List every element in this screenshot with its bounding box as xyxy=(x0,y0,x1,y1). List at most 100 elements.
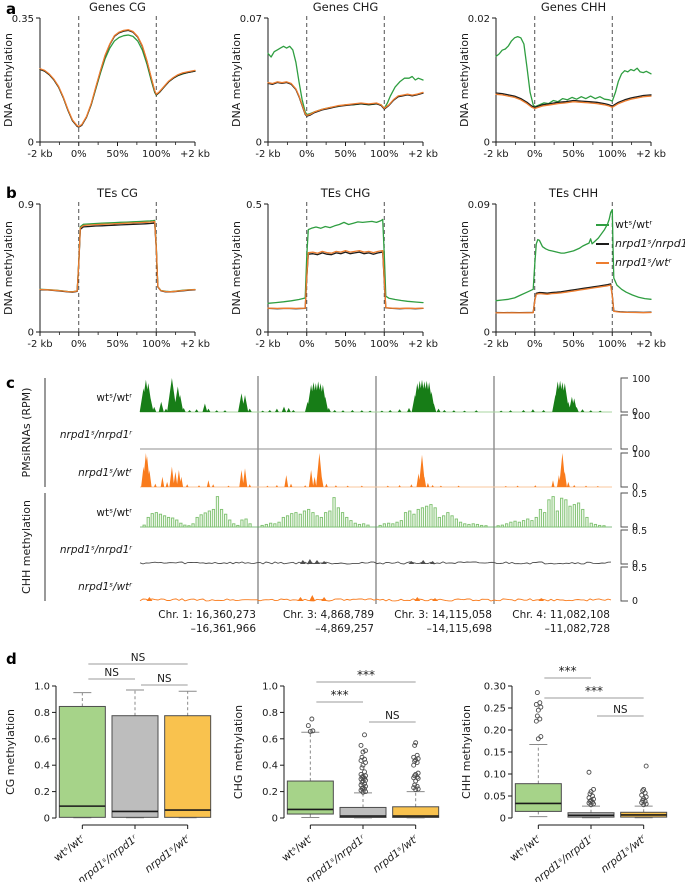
chh-bar xyxy=(534,516,538,528)
y-max-tick: 0.35 xyxy=(12,14,34,25)
chart-genes-cg: Genes CG DNA methylation 0.35 0 -2 kb 0% 50% 10… xyxy=(0,0,228,184)
series-black xyxy=(495,283,652,314)
y-axis-label: DNA methylation xyxy=(2,221,15,315)
outlier-point xyxy=(534,713,540,719)
chh-bar xyxy=(416,508,420,528)
chh-bar xyxy=(387,522,391,528)
boxplot-cg-methylation: 0 0.2 0.4 0.6 0.8 1.0 CG methylation wtˢ/wtʳ nrp… xyxy=(0,648,228,882)
scale-max-label: 100 xyxy=(632,411,650,422)
track-row-label: nrpd1ˢ/nrpd1ʳ xyxy=(60,429,133,441)
scale-bracket xyxy=(620,414,628,450)
y-tick-label: 1.0 xyxy=(262,682,278,693)
chh-bar xyxy=(521,520,526,528)
y-max-tick: 0.5 xyxy=(246,200,262,211)
legend-dash-orange xyxy=(596,261,609,264)
chh-bar xyxy=(576,502,581,528)
chh-bar xyxy=(345,516,349,528)
chh-bar xyxy=(228,519,232,528)
outlier-point xyxy=(643,801,649,807)
box-boxOrange xyxy=(164,715,212,818)
chh-bar xyxy=(319,516,323,528)
series-black xyxy=(495,92,652,108)
y-axis-label: DNA methylation xyxy=(230,33,243,127)
scale-bracket xyxy=(620,492,628,528)
outlier-point xyxy=(537,716,543,722)
chh-bar xyxy=(538,508,543,528)
y-min-tick: 0 xyxy=(28,328,34,339)
chh-bar xyxy=(420,507,425,528)
y-tick-label: 0.4 xyxy=(262,761,278,772)
y-tick-label: 0.20 xyxy=(484,726,506,737)
scale-max-label: 0.5 xyxy=(632,489,647,500)
chart-title: Genes CHG xyxy=(313,0,379,14)
noise-track xyxy=(139,598,612,602)
chh-bar xyxy=(311,512,315,528)
outlier-point xyxy=(538,704,544,710)
sirna-peaks xyxy=(504,453,599,487)
x-tick-label: 100% xyxy=(142,149,171,160)
chh-bar xyxy=(302,510,307,528)
x-group-label: nrpd1ˢ/nrpd1ʳ xyxy=(532,832,597,882)
y-tick-label: 0.6 xyxy=(262,734,278,745)
outlier-point xyxy=(307,729,313,734)
chh-bar xyxy=(154,512,158,528)
panel-a-row: Genes CG DNA methylation 0.35 0 -2 kb 0% 50% 10… xyxy=(0,0,684,184)
outlier-point xyxy=(412,742,418,748)
track-row-label: nrpd1ˢ/nrpd1ʳ xyxy=(60,544,133,556)
legend-item: nrpd1ˢ/wtʳ xyxy=(596,253,685,272)
chh-bar xyxy=(332,497,336,528)
chh-bar xyxy=(517,521,521,528)
outlier-point xyxy=(643,763,649,769)
sirna-peaks xyxy=(141,453,251,487)
series-black xyxy=(39,222,196,293)
sirna-peaks xyxy=(380,379,479,412)
chh-bar xyxy=(328,510,332,528)
x-group-label: wtˢ/wtʳ xyxy=(280,833,316,865)
chart-title: TEs CG xyxy=(96,186,138,200)
chh-bar xyxy=(307,508,311,528)
x-tick-label: 50% xyxy=(334,149,356,160)
outlier-point xyxy=(413,740,419,746)
chh-bar xyxy=(236,524,240,528)
y-axis-label: DNA methylation xyxy=(230,221,243,315)
chh-bar xyxy=(399,520,403,528)
linechart-a3: Genes CHH DNA methylation 0.02 0-2 kb 0% 50% 1… xyxy=(458,0,666,160)
outlier-point xyxy=(414,752,420,758)
y-min-tick: 0 xyxy=(484,138,490,149)
chh-bar xyxy=(199,514,203,528)
scale-bracket xyxy=(620,529,628,565)
chh-bar xyxy=(273,523,277,528)
x-tick-label: -2 kb xyxy=(255,149,280,160)
y-tick-label: 0.4 xyxy=(34,761,50,772)
chh-bar xyxy=(391,523,395,528)
chart-genes-chg: Genes CHG DNA methylation 0.07 0 -2 kb 0% 50% 1… xyxy=(228,0,456,184)
box-boxOrange xyxy=(392,806,440,818)
series-green xyxy=(267,218,424,304)
y-min-tick: 0 xyxy=(256,328,262,339)
outlier-point xyxy=(411,754,417,760)
chh-bar xyxy=(593,523,598,528)
chh-bar xyxy=(294,512,298,528)
y-tick-label: 0.8 xyxy=(262,708,278,719)
chh-bar xyxy=(366,524,370,528)
outlier-point xyxy=(305,723,311,729)
chh-bar xyxy=(203,512,207,528)
outlier-point xyxy=(360,749,366,755)
y-tick-label: 0 xyxy=(500,814,506,825)
chh-bar xyxy=(442,515,446,528)
chh-bar xyxy=(589,522,593,528)
chh-bar xyxy=(357,523,362,528)
chh-bar xyxy=(602,525,606,528)
outlier-point xyxy=(537,700,543,706)
outlier-point xyxy=(358,742,364,748)
chh-bar xyxy=(277,521,281,528)
x-tick-label: 0% xyxy=(527,149,543,160)
chh-bar xyxy=(555,510,559,528)
chh-bar xyxy=(349,520,353,528)
x-tick-label: 0% xyxy=(299,339,315,350)
outlier-point xyxy=(413,771,419,777)
chr-region-label: Chr. 3: 14,115,058 xyxy=(394,609,492,621)
chh-bar xyxy=(484,525,488,528)
chh-bar xyxy=(429,504,433,528)
